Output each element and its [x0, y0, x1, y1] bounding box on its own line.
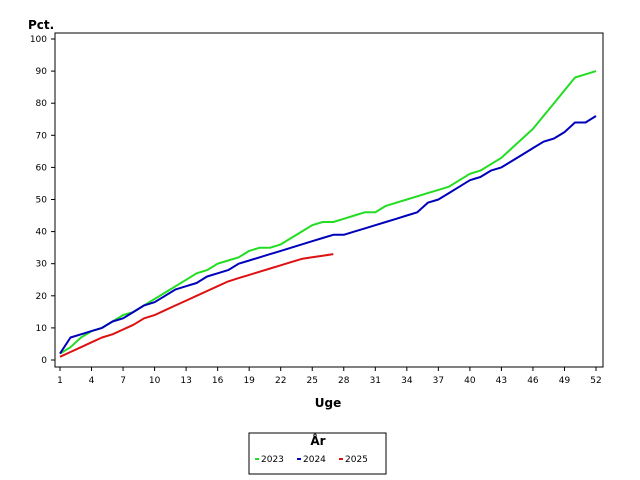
- x-axis: 1 4 7 10 13 16 19 22 25 28 31 34 37 40 43 46 49 52: [57, 367, 602, 386]
- legend-label-2025: 2025: [345, 455, 368, 465]
- y-tick-label: 0: [41, 356, 47, 366]
- x-tick-label: 4: [89, 376, 95, 386]
- y-tick-label: 70: [36, 131, 48, 141]
- y-tick-label: 20: [36, 292, 48, 302]
- y-tick-label: 10: [36, 324, 48, 334]
- x-tick-label: 10: [149, 376, 161, 386]
- y-tick-label: 30: [36, 260, 48, 270]
- x-tick-label: 52: [590, 376, 601, 386]
- x-tick-label: 40: [464, 376, 476, 386]
- x-tick-label: 34: [401, 376, 413, 386]
- y-tick-label: 50: [36, 196, 48, 206]
- legend-items: 2023 2024 2025: [255, 455, 368, 465]
- legend-label-2024: 2024: [303, 455, 326, 465]
- series-line-2024: [59, 115, 597, 355]
- x-axis-title: Uge: [315, 396, 341, 410]
- plot-frame: [54, 32, 604, 368]
- series-line-2023: [59, 70, 597, 355]
- y-axis: 0 10 20 30 40 50 60 70 80 90 100: [30, 35, 55, 366]
- legend: År 2023 2024 2025: [248, 432, 387, 475]
- x-tick-label: 49: [559, 376, 571, 386]
- x-tick-label: 13: [180, 376, 191, 386]
- x-tick-label: 37: [433, 376, 444, 386]
- x-tick-label: 16: [212, 376, 224, 386]
- y-tick-label: 100: [30, 35, 47, 45]
- x-tick-label: 25: [307, 376, 318, 386]
- legend-label-2023: 2023: [261, 455, 284, 465]
- x-tick-label: 7: [120, 376, 126, 386]
- y-axis-title: Pct.: [28, 18, 54, 32]
- y-tick-label: 40: [36, 228, 48, 238]
- y-tick-label: 60: [36, 163, 48, 173]
- y-tick-label: 90: [36, 67, 48, 77]
- series-line-2025: [59, 253, 334, 358]
- x-tick-label: 28: [338, 376, 350, 386]
- x-tick-label: 22: [275, 376, 286, 386]
- x-tick-label: 46: [527, 376, 539, 386]
- x-tick-label: 19: [243, 376, 255, 386]
- x-tick-label: 1: [57, 376, 63, 386]
- legend-box: [248, 432, 387, 475]
- x-tick-label: 43: [496, 376, 507, 386]
- series-lines: [59, 70, 597, 358]
- x-tick-label: 31: [370, 376, 381, 386]
- y-tick-label: 80: [36, 99, 48, 109]
- legend-title: År: [310, 433, 325, 448]
